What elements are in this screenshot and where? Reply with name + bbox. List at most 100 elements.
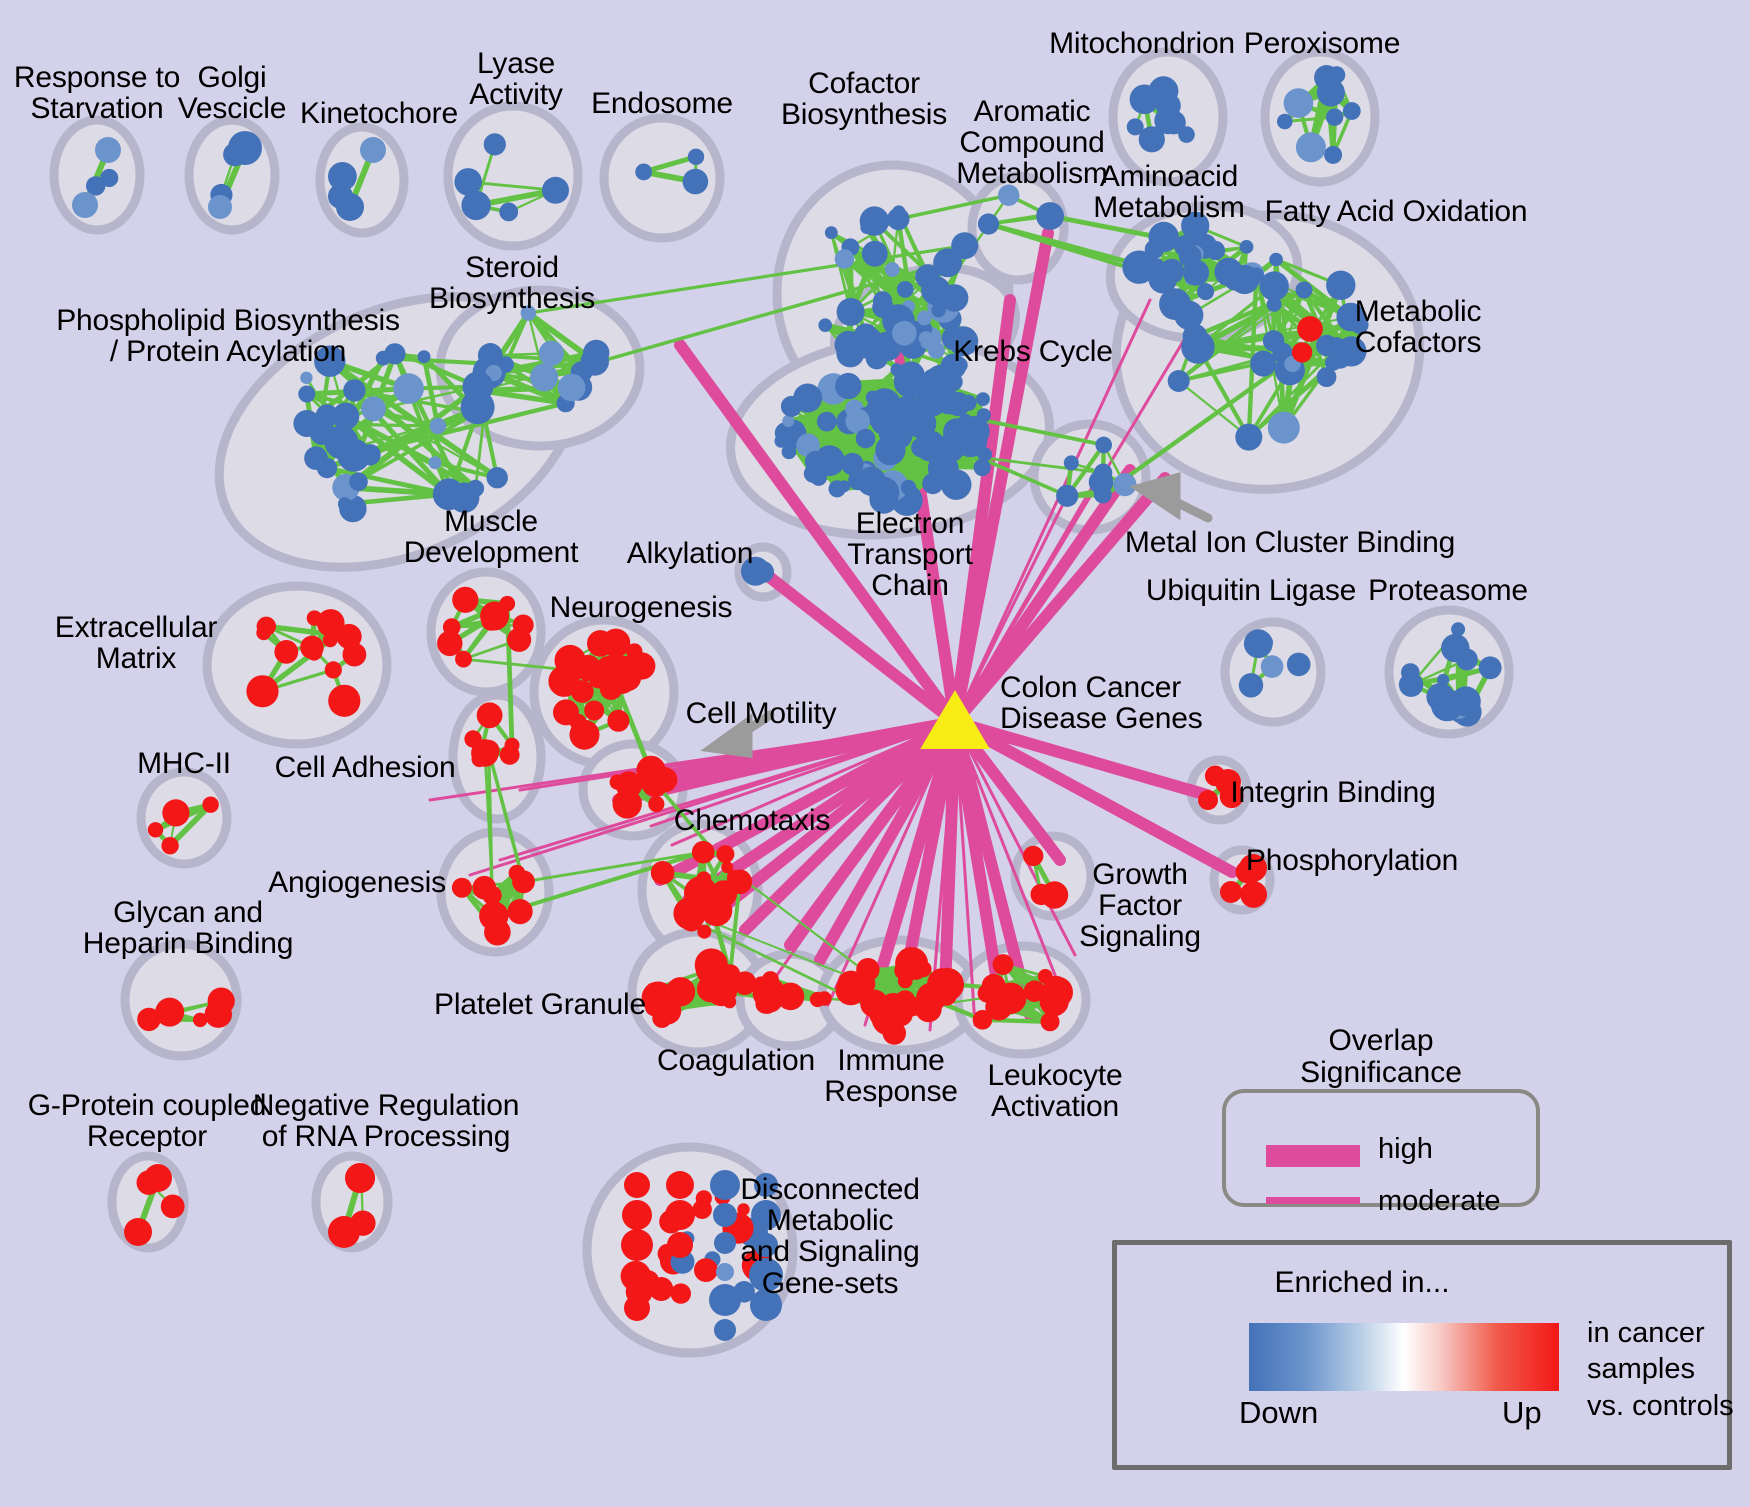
overlap-edge — [991, 983, 1053, 1024]
hull-g-protein-coupled-receptor — [107, 1151, 189, 1253]
overlap-edge — [1464, 665, 1493, 715]
overlap-edge — [489, 352, 553, 357]
overlap-edge — [980, 1017, 1053, 1024]
overlap-edge — [1183, 244, 1198, 275]
overlap-edge — [1166, 103, 1177, 125]
overlap-edge — [882, 979, 950, 1007]
gene-set-node — [976, 408, 991, 423]
overlap-edge — [599, 642, 629, 678]
overlap-edge — [470, 736, 513, 758]
gene-set-node — [556, 394, 575, 413]
overlap-edge — [1195, 345, 1295, 366]
overlap-edge — [765, 991, 827, 1001]
overlap-edge — [822, 322, 914, 378]
inter-cluster-overlap-edge — [1100, 314, 1353, 497]
overlap-edge — [709, 967, 733, 977]
inter-cluster-overlap-edge — [986, 221, 1178, 278]
overlap-edge — [926, 989, 934, 1011]
overlap-edge — [1172, 244, 1249, 307]
overlap-edge — [887, 417, 969, 454]
gene-set-node — [1134, 91, 1156, 112]
inter-cluster-overlap-edge — [351, 401, 568, 458]
overlap-edge — [1247, 349, 1353, 439]
overlap-edge — [580, 351, 598, 374]
overlap-edge — [842, 379, 947, 489]
overlap-edge — [770, 987, 821, 1003]
gene-set-node — [1452, 697, 1482, 727]
overlap-edge — [912, 994, 948, 1008]
overlap-edge — [476, 369, 492, 393]
overlap-edge — [651, 988, 732, 1004]
overlap-edge — [848, 245, 957, 300]
overlap-edge — [865, 982, 890, 1020]
overlap-edge — [309, 615, 318, 651]
overlap-edge — [1137, 265, 1254, 277]
gene-set-node — [721, 861, 734, 874]
gene-set-node — [816, 411, 837, 432]
gene-set-node — [838, 480, 851, 493]
gene-set-node — [930, 967, 965, 1002]
gene-set-node — [623, 653, 645, 675]
overlap-edge — [816, 474, 944, 481]
gene-set-node — [316, 457, 338, 479]
overlap-edge — [812, 420, 829, 462]
overlap-edge — [305, 392, 372, 457]
gene-set-node — [1154, 107, 1182, 135]
overlap-edge — [617, 668, 626, 684]
overlap-edge — [849, 983, 949, 992]
hub-edge-high — [624, 716, 961, 798]
overlap-edge — [900, 967, 942, 986]
overlap-edge — [1280, 350, 1295, 366]
overlap-edge — [852, 407, 946, 471]
gene-set-node — [917, 394, 933, 410]
gene-set-node — [1093, 485, 1112, 504]
gene-set-node — [943, 285, 958, 300]
overlap-edge — [848, 981, 934, 1001]
overlap-edge — [927, 412, 987, 449]
overlap-edge — [881, 299, 938, 352]
gene-set-node — [938, 307, 962, 331]
overlap-edge — [1461, 657, 1470, 710]
overlap-edge — [835, 422, 923, 490]
overlap-edge — [788, 397, 934, 409]
gene-set-node — [915, 995, 942, 1023]
gene-set-node — [901, 300, 916, 314]
gene-set-node — [818, 318, 832, 333]
hub-edge-moderate — [518, 720, 957, 792]
overlap-edge — [1260, 350, 1285, 366]
gene-set-node — [332, 402, 360, 430]
overlap-edge — [778, 399, 928, 444]
overlap-edge — [708, 966, 748, 986]
overlap-edge — [446, 410, 480, 497]
overlap-edge — [834, 483, 895, 492]
overlap-edge — [797, 436, 861, 484]
overlap-edge — [865, 398, 934, 473]
overlap-edge — [1271, 283, 1340, 350]
overlap-edge — [789, 404, 854, 466]
overlap-edge — [849, 420, 958, 486]
gene-set-node — [652, 767, 678, 793]
overlap-edge — [786, 419, 846, 488]
overlap-edge — [907, 378, 960, 488]
overlap-edge — [1280, 350, 1293, 373]
overlap-edge — [848, 245, 908, 292]
overlap-edge — [880, 968, 918, 1014]
gene-set-node — [694, 1258, 718, 1282]
overlap-edge — [1195, 345, 1251, 440]
gene-set-node — [1023, 980, 1046, 1002]
overlap-edge — [985, 991, 1052, 1024]
overlap-edge — [782, 430, 816, 477]
gene-set-node — [1030, 883, 1052, 906]
overlap-edge — [342, 452, 357, 507]
overlap-edge — [979, 995, 1014, 1023]
gene-set-node — [761, 971, 779, 989]
gene-set-node — [687, 148, 705, 165]
overlap-edge — [1296, 101, 1313, 150]
overlap-edge — [779, 438, 972, 443]
overlap-edge — [987, 194, 1010, 226]
hub-edge-moderate — [863, 720, 957, 1027]
overlap-edge — [832, 400, 971, 458]
overlap-edge — [835, 479, 874, 491]
gene-set-node — [324, 661, 342, 679]
overlap-edge — [790, 377, 934, 408]
